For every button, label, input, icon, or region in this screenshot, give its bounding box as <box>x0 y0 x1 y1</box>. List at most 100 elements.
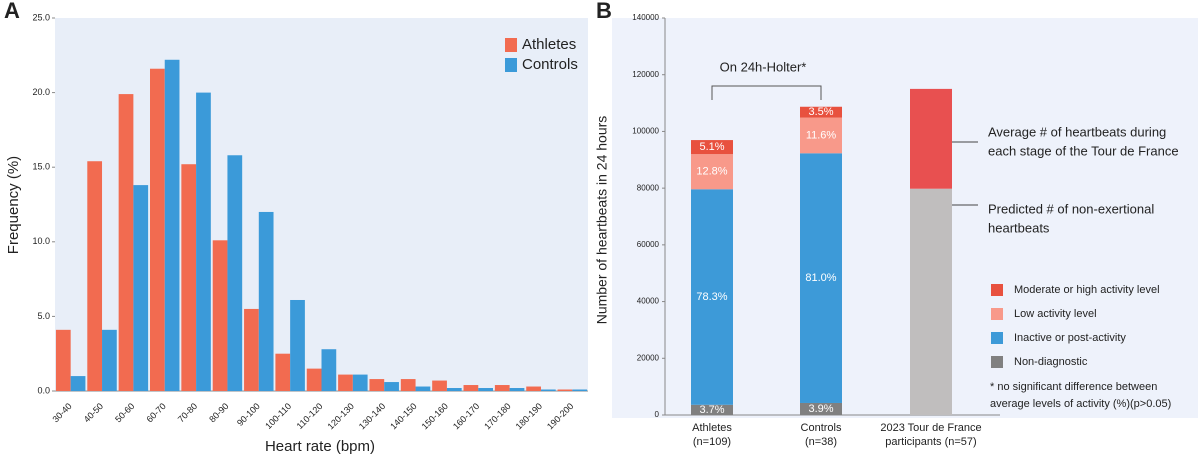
x-tick-label: 170-180 <box>482 401 512 431</box>
bar <box>87 161 103 391</box>
legend-swatch <box>991 332 1003 344</box>
y-tick-label: 5.0 <box>37 311 50 321</box>
y-tick-label: 25.0 <box>32 12 50 22</box>
x-tick-label: 110-120 <box>295 401 325 431</box>
bar <box>275 353 291 391</box>
x-tick-label: 40-50 <box>82 401 105 424</box>
x-tick-label: Controls <box>801 422 842 434</box>
y-tick-label: 10.0 <box>32 236 50 246</box>
x-tick-label: 190-200 <box>545 401 575 431</box>
annotation: each stage of the Tour de France <box>988 143 1179 158</box>
legend-label: Athletes <box>522 36 576 53</box>
x-tick-label: (n=109) <box>693 436 731 448</box>
x-tick-label: 100-110 <box>263 401 293 431</box>
x-tick-label: 180-190 <box>514 401 544 431</box>
y-tick-label: 100000 <box>632 127 659 136</box>
bar <box>432 380 447 391</box>
y-tick-label: 15.0 <box>32 162 50 172</box>
y-tick-label: 0.0 <box>37 385 50 395</box>
bar <box>557 389 573 391</box>
legend-swatch <box>991 308 1003 320</box>
bar <box>133 185 149 391</box>
bar <box>55 329 71 391</box>
bar <box>321 349 337 391</box>
y-tick-label: 20000 <box>637 353 660 362</box>
x-tick-label: 90-100 <box>235 401 262 428</box>
x-tick-label: Athletes <box>692 422 732 434</box>
annotation: Predicted # of non-exertional <box>988 201 1154 216</box>
bar-segment <box>800 402 842 415</box>
bar <box>118 94 134 391</box>
bar <box>196 92 211 391</box>
bar <box>400 379 416 391</box>
value-label: 3.5% <box>808 106 833 118</box>
legend-label: Controls <box>522 56 578 73</box>
value-label: 5.1% <box>699 141 724 153</box>
annotation: Average # of heartbeats during <box>988 124 1166 139</box>
legend-label: Non-diagnostic <box>1014 356 1088 368</box>
x-axis-label: Heart rate (bpm) <box>265 438 375 455</box>
bar <box>258 211 274 391</box>
bar-segment <box>910 88 952 189</box>
y-tick-label: 40000 <box>637 297 660 306</box>
y-axis-label: Number of heartbeats in 24 hours <box>594 116 610 325</box>
legend-label: Low activity level <box>1014 308 1097 320</box>
legend-swatch <box>991 356 1003 368</box>
x-tick-label: 30-40 <box>50 401 73 424</box>
y-axis-label: Frequency (%) <box>5 156 22 254</box>
legend-label: Moderate or high activity level <box>1014 284 1160 296</box>
bar <box>306 368 322 391</box>
legend-swatch <box>505 38 517 52</box>
x-tick-label: (n=38) <box>805 436 837 448</box>
bar <box>494 385 510 391</box>
x-tick-label: 140-150 <box>388 401 418 431</box>
bar <box>572 389 588 391</box>
panel-label: A <box>4 0 20 23</box>
y-tick-label: 80000 <box>637 183 660 192</box>
x-tick-label: 160-170 <box>451 401 481 431</box>
value-label: 78.3% <box>696 291 727 303</box>
bar <box>290 299 305 391</box>
annotation: heartbeats <box>988 220 1050 235</box>
y-tick-label: 20.0 <box>32 87 50 97</box>
bar <box>212 240 228 391</box>
value-label: 3.9% <box>808 403 833 415</box>
x-tick-label: 50-60 <box>113 401 136 424</box>
x-tick-label: 150-160 <box>420 401 450 431</box>
bar <box>415 386 431 391</box>
bar-segment <box>691 404 733 415</box>
y-tick-label: 60000 <box>637 240 660 249</box>
annotation: On 24h-Holter* <box>720 59 807 74</box>
bar <box>227 155 243 391</box>
bar-segment <box>800 117 842 154</box>
bar-segment <box>800 106 842 118</box>
bar <box>244 308 259 391</box>
bar <box>540 389 556 391</box>
bar <box>478 388 494 391</box>
x-tick-label: 130-140 <box>357 401 387 431</box>
value-label: 11.6% <box>806 129 837 141</box>
value-label: 3.7% <box>699 404 724 416</box>
footnote: * no significant difference between <box>990 381 1157 393</box>
holter-bracket <box>711 85 822 100</box>
x-tick-label: 2023 Tour de France <box>880 422 981 434</box>
bar <box>181 164 197 391</box>
x-tick-label: 80-90 <box>207 401 230 424</box>
bar <box>352 374 368 391</box>
y-tick-label: 0 <box>655 410 660 419</box>
x-tick-label: 60-70 <box>144 401 167 424</box>
bar <box>526 386 541 391</box>
bar <box>164 59 180 391</box>
x-tick-label: participants (n=57) <box>885 436 976 448</box>
bar-segment <box>910 188 952 415</box>
bar <box>369 379 385 391</box>
bar <box>338 374 353 391</box>
x-tick-label: 70-80 <box>176 401 199 424</box>
bar <box>384 382 399 391</box>
footnote: average levels of activity (%)(p>0.05) <box>990 398 1171 410</box>
value-label: 81.0% <box>805 272 836 284</box>
value-label: 12.8% <box>696 166 727 178</box>
bar-segment <box>691 189 733 405</box>
bar <box>70 376 86 391</box>
